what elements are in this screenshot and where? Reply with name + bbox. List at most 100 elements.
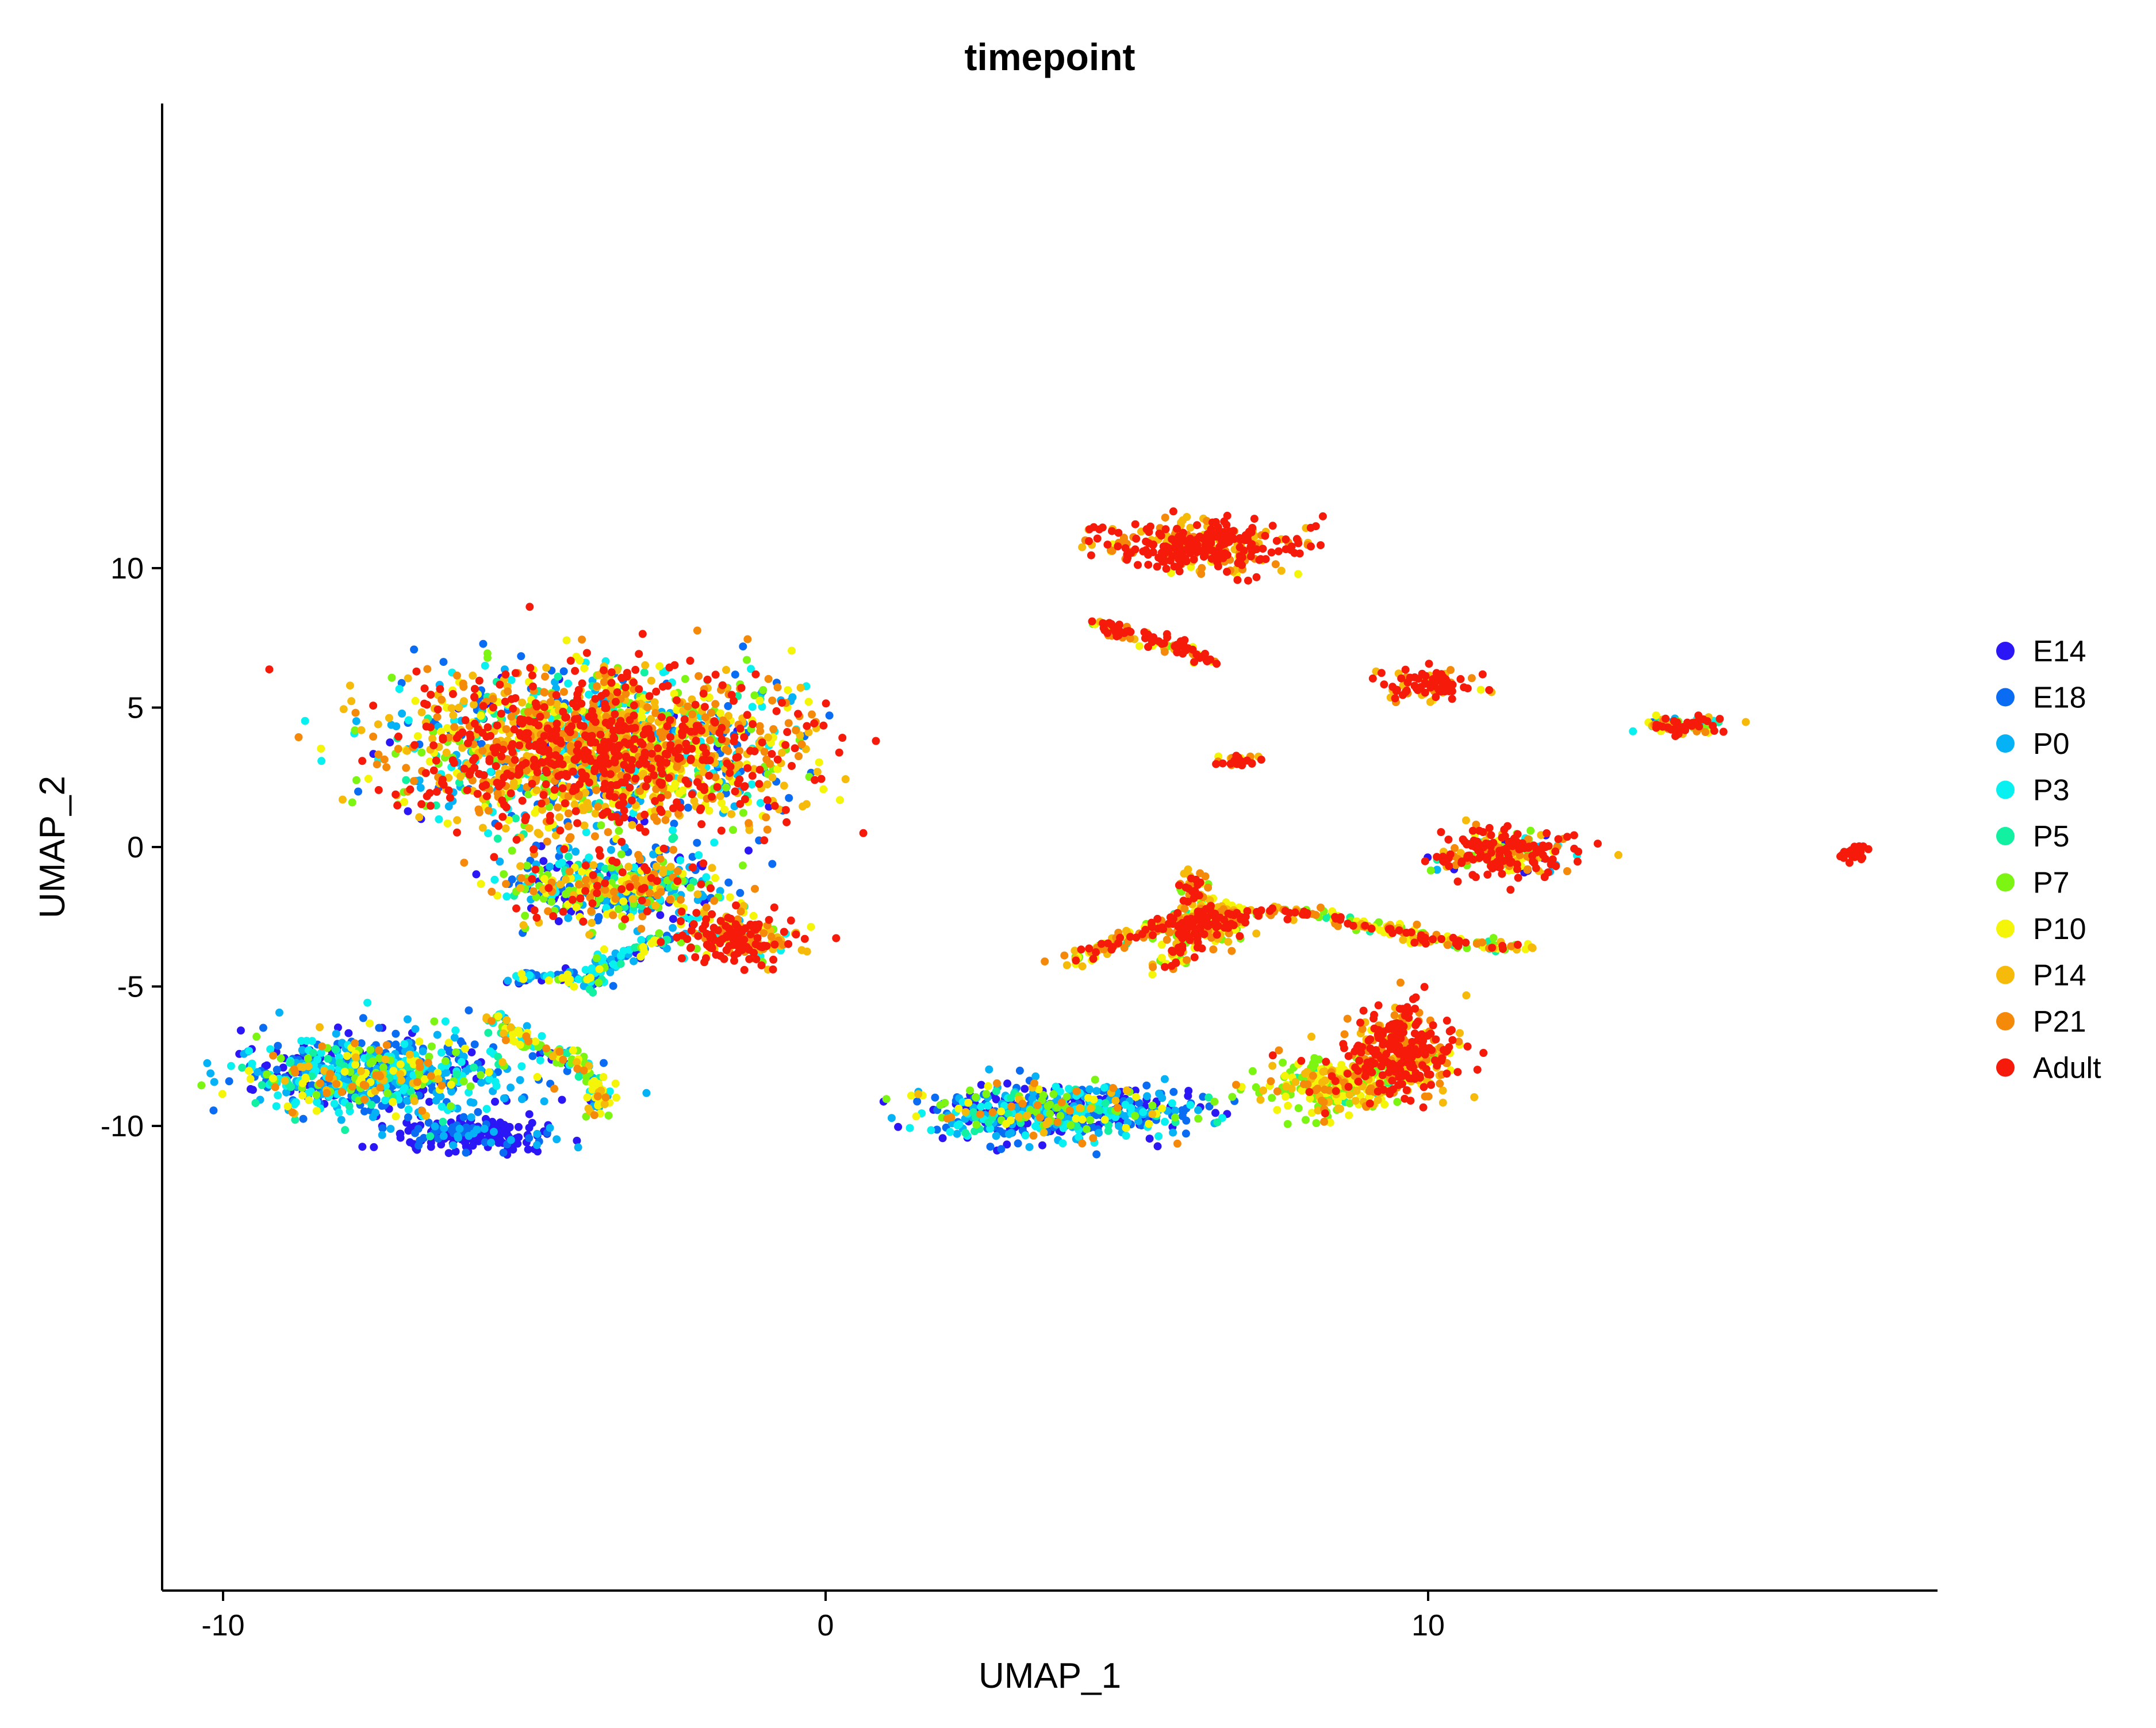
data-point-E18 <box>439 658 448 666</box>
data-point-P7 <box>592 954 601 963</box>
data-point-P21 <box>1108 547 1117 555</box>
data-point-P0 <box>507 1083 515 1092</box>
data-point-P0 <box>496 857 504 866</box>
data-point-E18 <box>416 1136 424 1145</box>
data-point-P21 <box>484 806 493 815</box>
data-point-P3 <box>1021 1131 1030 1140</box>
data-point-P14 <box>580 821 589 830</box>
data-point-P10 <box>835 796 844 804</box>
data-point-P21 <box>433 712 442 721</box>
data-point-P0 <box>1092 1087 1101 1095</box>
data-point-P3 <box>637 936 646 945</box>
data-point-P21 <box>554 803 562 812</box>
data-point-P0 <box>298 1046 306 1055</box>
data-point-E18 <box>1014 1139 1022 1148</box>
data-point-P14 <box>347 697 356 706</box>
data-point-P21 <box>773 683 782 692</box>
data-point-P5 <box>1204 1093 1213 1102</box>
data-point-P3 <box>747 665 755 673</box>
data-point-P0 <box>387 721 396 729</box>
data-point-P0 <box>210 1078 218 1086</box>
data-point-P3 <box>1139 1108 1148 1116</box>
data-point-P14 <box>641 661 650 669</box>
data-point-P21 <box>423 665 432 673</box>
data-point-P5 <box>1095 1106 1104 1114</box>
data-point-E14 <box>515 1122 523 1131</box>
data-point-P7 <box>1228 1093 1237 1101</box>
data-point-P10 <box>819 785 828 794</box>
data-point-P10 <box>784 686 792 695</box>
data-point-P10 <box>755 696 764 705</box>
data-point-P3 <box>536 1056 544 1064</box>
data-point-P21 <box>707 708 716 717</box>
data-point-P10 <box>218 1090 227 1098</box>
data-point-P7 <box>738 861 747 870</box>
data-point-E14 <box>1145 1135 1154 1143</box>
data-point-P14 <box>750 765 758 773</box>
data-point-P14 <box>1462 991 1471 999</box>
data-point-P0 <box>254 1068 262 1076</box>
data-point-E14 <box>396 1133 405 1142</box>
data-point-P7 <box>348 798 356 807</box>
data-point-P7 <box>375 1054 383 1063</box>
data-point-P5 <box>331 1045 340 1053</box>
data-point-P10 <box>720 805 729 814</box>
data-point-P0 <box>716 887 724 895</box>
data-point-P3 <box>558 859 566 867</box>
data-point-E14 <box>427 1143 435 1151</box>
data-point-P14 <box>570 800 579 809</box>
data-point-P14 <box>519 921 528 929</box>
data-point-P7 <box>1426 866 1435 875</box>
data-point-P14 <box>469 700 478 709</box>
data-point-P21 <box>323 1089 331 1097</box>
data-point-P10 <box>569 1046 577 1055</box>
data-point-P21 <box>418 1106 427 1115</box>
data-point-P21 <box>424 1059 432 1067</box>
data-point-P3 <box>245 1047 254 1055</box>
data-point-P14 <box>764 733 772 742</box>
data-point-P21 <box>409 777 418 786</box>
data-point-P0 <box>433 1030 442 1039</box>
data-point-P10 <box>600 945 608 953</box>
data-point-P10 <box>437 727 446 736</box>
data-point-P21 <box>567 747 576 756</box>
data-point-P10 <box>1376 926 1384 934</box>
data-point-P7 <box>1056 1112 1065 1120</box>
data-point-P10 <box>544 976 553 984</box>
data-point-P10 <box>549 792 558 800</box>
data-point-P3 <box>395 685 404 694</box>
data-point-P5 <box>554 672 562 681</box>
data-point-P3 <box>585 690 593 699</box>
data-point-P3 <box>438 1102 446 1111</box>
data-point-P10 <box>670 689 678 698</box>
data-point-P10 <box>984 1082 992 1090</box>
data-point-P21 <box>450 723 459 731</box>
data-point-P7 <box>982 1090 991 1098</box>
data-point-P21 <box>1271 560 1280 569</box>
data-point-E18 <box>274 1041 282 1050</box>
data-point-P21 <box>546 698 555 706</box>
data-point-P7 <box>1283 1120 1292 1128</box>
data-point-P14 <box>1062 961 1071 970</box>
data-point-P14 <box>1345 1090 1354 1099</box>
data-point-P10 <box>1078 1115 1087 1124</box>
data-point-E18 <box>1182 1116 1191 1125</box>
data-point-P7 <box>739 809 747 817</box>
data-point-E18 <box>273 1066 281 1074</box>
data-point-P14 <box>1438 1086 1447 1095</box>
data-point-P21 <box>376 1083 385 1092</box>
data-point-P0 <box>332 1029 340 1038</box>
data-point-P21 <box>763 825 772 834</box>
data-point-P0 <box>352 717 360 726</box>
data-point-E18 <box>931 1093 939 1102</box>
data-point-E14 <box>404 807 412 815</box>
data-point-P0 <box>1031 1072 1040 1081</box>
data-point-P14 <box>693 890 702 899</box>
data-point-P21 <box>756 727 765 735</box>
data-point-P21 <box>578 635 586 644</box>
data-point-P0 <box>517 1095 526 1104</box>
data-point-P10 <box>773 765 782 773</box>
data-point-P14 <box>555 813 563 822</box>
data-point-P14 <box>455 703 463 712</box>
data-point-P5 <box>484 1029 493 1037</box>
